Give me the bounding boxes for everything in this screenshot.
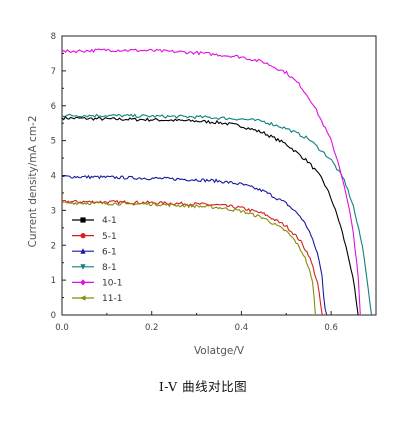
legend-marker-5-1 — [80, 233, 86, 239]
legend-marker-8-1 — [80, 264, 86, 270]
plot-frame — [61, 35, 377, 316]
figure-caption: I-V 曲线对比图 — [158, 379, 248, 394]
legend-label-4-1: 4-1 — [102, 216, 117, 226]
x-tick-label: 0.4 — [235, 323, 249, 333]
y-tick-label: 7 — [51, 67, 56, 77]
legend-label-10-1: 10-1 — [102, 279, 122, 289]
legend-label-6-1: 6-1 — [102, 247, 117, 257]
legend-marker-10-1 — [80, 279, 86, 286]
y-tick-label: 2 — [51, 241, 56, 251]
y-tick-label: 5 — [51, 137, 56, 147]
legend-label-5-1: 5-1 — [102, 232, 117, 242]
y-tick-label: 0 — [51, 311, 56, 321]
series-line-10-1 — [61, 48, 361, 316]
series-line-8-1 — [61, 113, 373, 316]
y-axis-title: Current density/mA cm-2 — [27, 115, 39, 247]
x-axis-title: Volatge/V — [194, 345, 245, 357]
series-line-11-1 — [61, 201, 316, 316]
series-line-5-1 — [61, 199, 323, 316]
y-tick-label: 3 — [51, 206, 56, 216]
series-line-4-1 — [61, 115, 359, 316]
y-tick-label: 4 — [51, 172, 56, 182]
legend-marker-4-1 — [80, 217, 86, 223]
x-tick-label: 0.0 — [55, 323, 69, 333]
x-tick-label: 0.6 — [324, 323, 338, 333]
legend-label-11-1: 11-1 — [102, 294, 122, 304]
y-tick-label: 1 — [51, 276, 56, 286]
y-tick-label: 6 — [51, 102, 56, 112]
x-tick-label: 0.2 — [145, 323, 159, 333]
series-line-6-1 — [61, 174, 328, 316]
legend-marker-6-1 — [80, 248, 86, 254]
legend-label-8-1: 8-1 — [102, 263, 117, 273]
legend-marker-11-1 — [79, 295, 86, 301]
y-tick-label: 8 — [51, 32, 56, 42]
